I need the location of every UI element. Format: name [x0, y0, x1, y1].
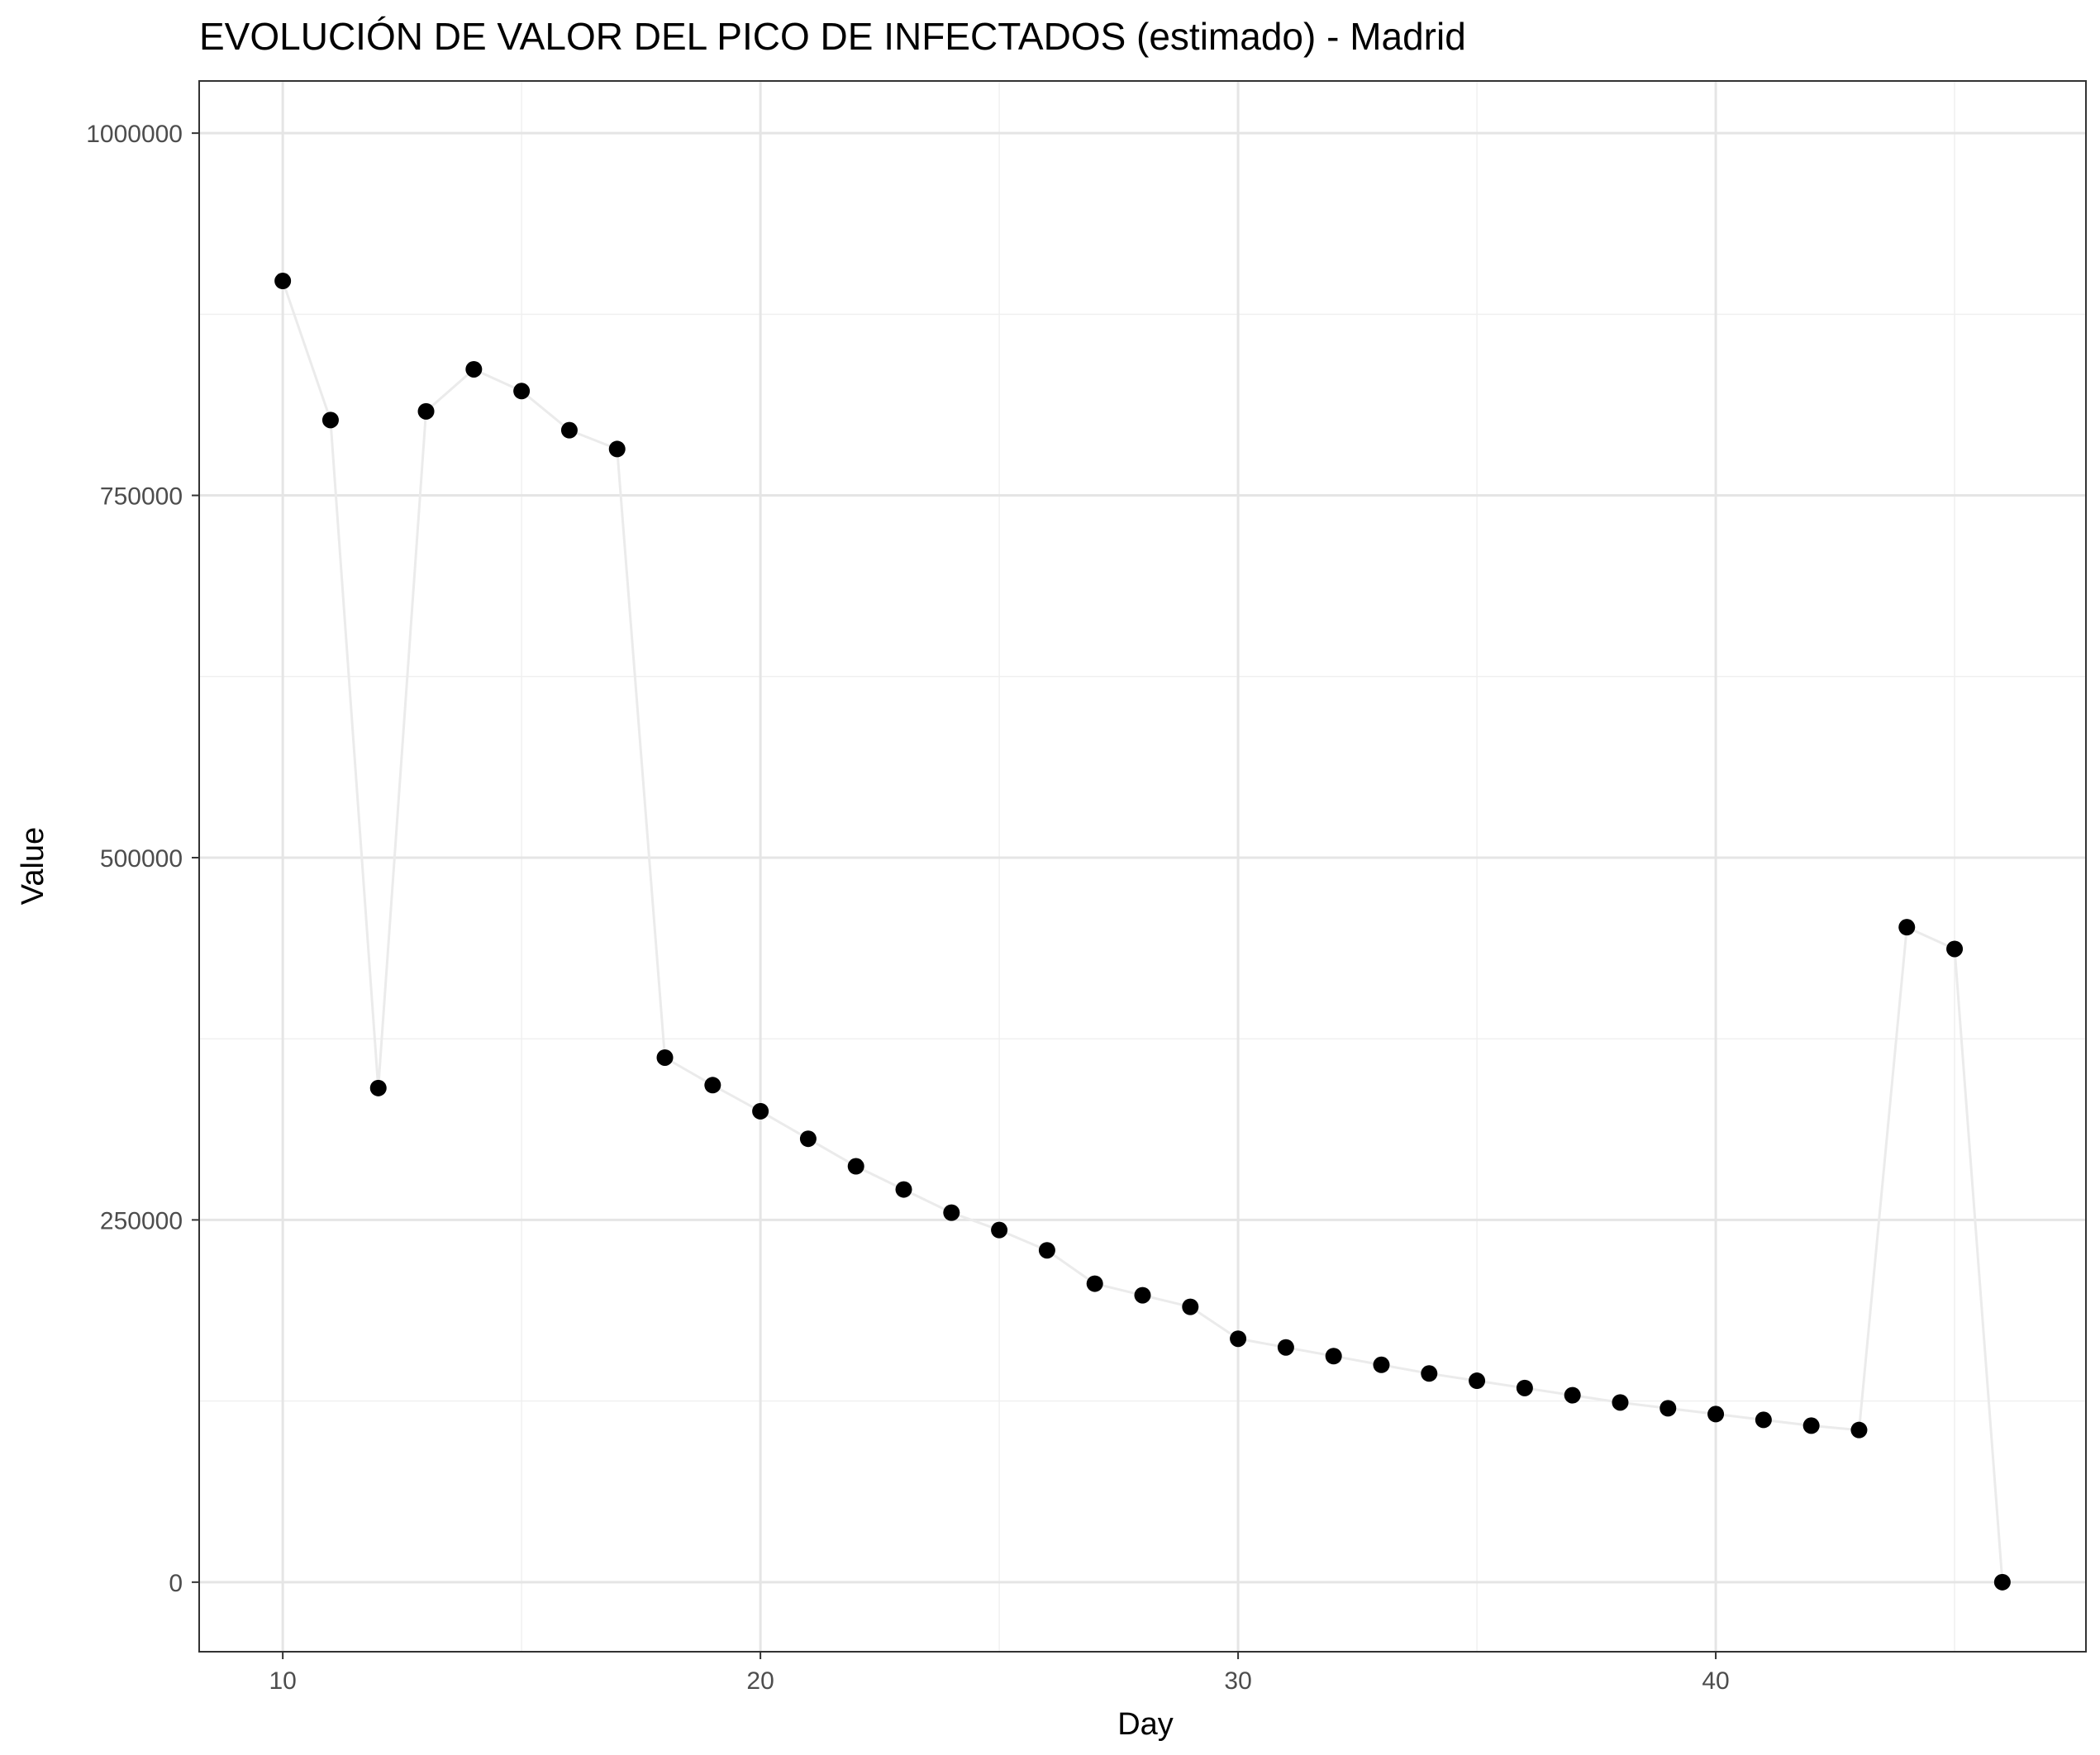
- y-axis-title: Value: [16, 827, 50, 905]
- data-point: [1660, 1400, 1677, 1417]
- chart-title: EVOLUCIÓN DE VALOR DEL PICO DE INFECTADO…: [199, 15, 1466, 58]
- data-point: [1707, 1405, 1725, 1423]
- data-point: [1564, 1386, 1581, 1404]
- data-point: [465, 360, 483, 378]
- data-point: [799, 1130, 817, 1148]
- data-point: [1898, 919, 1916, 936]
- data-point: [560, 421, 578, 439]
- y-tick-label: 250000: [100, 1207, 183, 1234]
- data-point: [1516, 1379, 1533, 1396]
- data-point: [1993, 1573, 2011, 1591]
- x-tick-label: 30: [1224, 1667, 1251, 1695]
- data-point: [752, 1102, 769, 1120]
- data-point: [1612, 1394, 1629, 1411]
- x-axis-title: Day: [1117, 1707, 1174, 1742]
- data-point: [1086, 1275, 1103, 1292]
- y-tick-label: 1000000: [86, 121, 183, 148]
- y-tick-label: 750000: [100, 483, 183, 511]
- data-point: [847, 1158, 864, 1175]
- data-point: [656, 1049, 674, 1066]
- data-point: [895, 1181, 912, 1198]
- data-point: [1134, 1287, 1151, 1304]
- x-tick-label: 40: [1702, 1667, 1729, 1695]
- data-point: [1469, 1372, 1486, 1390]
- data-point: [1182, 1298, 1199, 1315]
- data-point: [1230, 1330, 1247, 1348]
- data-point: [1755, 1411, 1772, 1429]
- data-point: [1421, 1365, 1438, 1382]
- data-point: [1038, 1242, 1055, 1259]
- data-point: [608, 440, 626, 458]
- axis-layer: 10 20 30 40 0 250000 500000 750000 1000000: [86, 121, 1730, 1695]
- data-point: [274, 273, 292, 290]
- data-point: [321, 411, 339, 429]
- data-point: [1325, 1348, 1342, 1365]
- x-tick-label: 20: [746, 1667, 774, 1695]
- data-point: [704, 1077, 721, 1094]
- data-points-layer: [274, 273, 2011, 1591]
- data-point: [1373, 1356, 1390, 1373]
- data-point: [1277, 1339, 1294, 1356]
- plot-panel-border: [198, 80, 2087, 1653]
- data-point: [369, 1079, 387, 1096]
- data-point: [513, 383, 531, 400]
- grid-layer: [199, 81, 2086, 1652]
- y-tick-label: 0: [169, 1570, 183, 1597]
- data-point: [943, 1204, 960, 1221]
- data-point: [991, 1221, 1008, 1239]
- data-point: [1802, 1417, 1820, 1434]
- data-point: [1850, 1421, 1868, 1439]
- data-point: [417, 402, 435, 420]
- y-tick-label: 500000: [100, 845, 183, 873]
- x-tick-label: 10: [269, 1667, 296, 1695]
- data-point: [1946, 940, 1964, 958]
